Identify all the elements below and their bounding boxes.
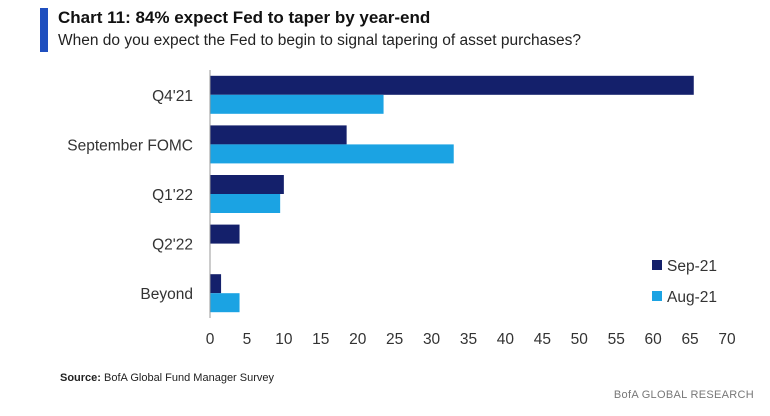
category-label: Q1'22 <box>152 187 193 204</box>
x-tick-label: 35 <box>460 331 477 348</box>
bar-sep-21 <box>210 274 222 294</box>
x-tick-label: 30 <box>423 331 441 348</box>
x-tick-label: 60 <box>645 331 663 348</box>
bar-aug-21 <box>210 293 240 313</box>
x-tick-label: 65 <box>681 331 698 348</box>
x-tick-label: 55 <box>608 331 625 348</box>
source-label: Source: <box>60 372 101 384</box>
category-label: Q2'22 <box>152 237 193 254</box>
source-text: BofA Global Fund Manager Survey <box>104 372 275 384</box>
bar-sep-21 <box>210 175 284 194</box>
x-tick-label: 5 <box>243 331 252 348</box>
brand-label: BofA GLOBAL RESEARCH <box>613 389 754 401</box>
bar-aug-21 <box>210 94 384 114</box>
bar-aug-21 <box>210 194 281 213</box>
bar-sep-21 <box>210 224 240 244</box>
legend-label: Sep-21 <box>667 258 717 275</box>
x-tick-label: 0 <box>206 331 215 348</box>
title-accent-bar <box>40 8 48 52</box>
chart-subtitle: When do you expect the Fed to begin to s… <box>58 32 582 49</box>
chart-title: Chart 11: 84% expect Fed to taper by yea… <box>58 8 431 27</box>
x-tick-label: 70 <box>718 331 736 348</box>
x-tick-label: 50 <box>571 331 589 348</box>
category-label: Q4'21 <box>152 88 193 105</box>
category-label: September FOMC <box>67 137 193 154</box>
bar-sep-21 <box>210 125 347 145</box>
source-note: Source: BofA Global Fund Manager Survey <box>60 372 274 384</box>
legend-swatch <box>652 291 662 301</box>
x-tick-label: 25 <box>386 331 403 348</box>
bar-aug-21 <box>210 144 454 164</box>
x-tick-label: 20 <box>349 331 367 348</box>
legend-label: Aug-21 <box>667 289 717 306</box>
legend-swatch <box>652 260 662 270</box>
x-tick-label: 15 <box>312 331 329 348</box>
x-tick-label: 45 <box>534 331 551 348</box>
category-label: Beyond <box>140 286 193 303</box>
bar-sep-21 <box>210 75 694 95</box>
x-tick-label: 10 <box>275 331 293 348</box>
x-tick-label: 40 <box>497 331 515 348</box>
